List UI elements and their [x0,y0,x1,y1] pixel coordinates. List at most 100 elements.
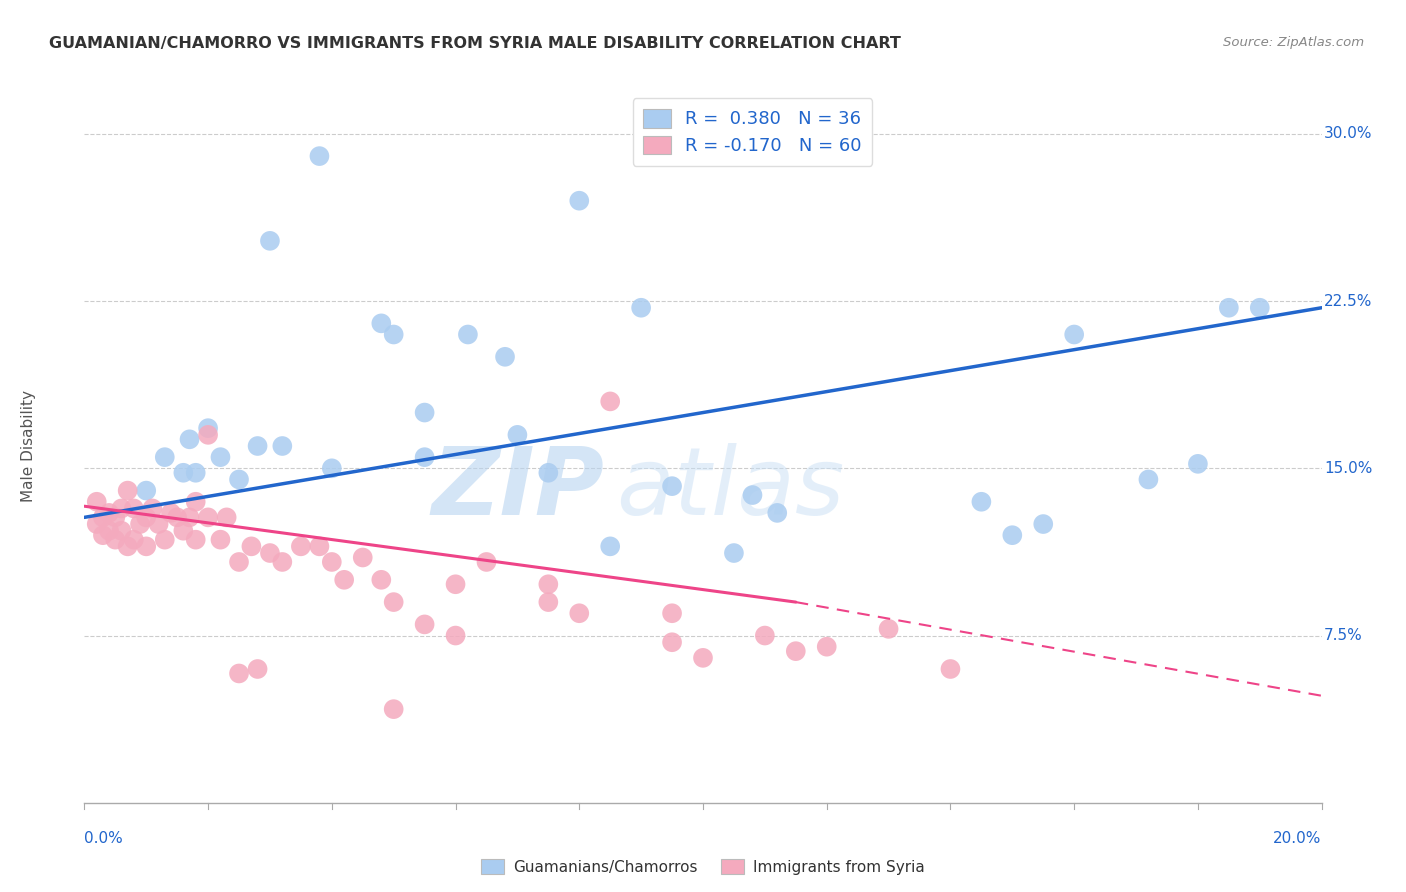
Point [153,533,176,547]
Point [444,628,467,642]
Point [939,662,962,676]
Point [179,510,201,524]
Point [271,439,294,453]
Point [370,573,392,587]
Point [246,439,269,453]
Point [568,194,591,208]
Point [723,546,745,560]
Point [382,327,405,342]
Point [104,533,127,547]
Point [413,450,436,465]
Legend: Guamanians/Chamorros, Immigrants from Syria: Guamanians/Chamorros, Immigrants from Sy… [475,853,931,880]
Point [135,483,157,498]
Point [135,510,157,524]
Point [197,421,219,435]
Point [370,317,392,331]
Point [98,506,121,520]
Point [537,595,560,609]
Point [333,573,356,587]
Point [117,539,139,553]
Point [599,394,621,409]
Point [246,662,269,676]
Point [209,533,232,547]
Point [184,466,207,480]
Point [599,539,621,553]
Point [259,546,281,560]
Point [271,555,294,569]
Point [321,555,343,569]
Point [86,494,108,508]
Point [382,595,405,609]
Text: 0.0%: 0.0% [84,831,124,847]
Point [1137,473,1160,487]
Point [141,501,163,516]
Point [1218,301,1240,315]
Point [228,555,250,569]
Point [228,473,250,487]
Point [877,622,900,636]
Text: 15.0%: 15.0% [1324,461,1372,475]
Point [86,517,108,532]
Point [135,539,157,553]
Point [122,533,145,547]
Point [321,461,343,475]
Point [110,524,132,538]
Point [630,301,652,315]
Point [785,644,807,658]
Point [110,501,132,516]
Point [568,607,591,621]
Point [413,405,436,420]
Point [153,450,176,465]
Point [98,524,121,538]
Point [148,517,170,532]
Point [215,510,238,524]
Point [91,510,114,524]
Point [537,577,560,591]
Point [172,524,194,538]
Text: 20.0%: 20.0% [1274,831,1322,847]
Point [129,517,152,532]
Point [352,550,374,565]
Point [506,427,529,442]
Point [184,533,207,547]
Point [766,506,789,520]
Point [1249,301,1271,315]
Point [290,539,312,553]
Point [494,350,516,364]
Point [117,483,139,498]
Text: GUAMANIAN/CHAMORRO VS IMMIGRANTS FROM SYRIA MALE DISABILITY CORRELATION CHART: GUAMANIAN/CHAMORRO VS IMMIGRANTS FROM SY… [49,36,901,51]
Point [754,628,776,642]
Point [308,149,330,163]
Text: Male Disability: Male Disability [21,390,37,502]
Point [209,450,232,465]
Point [537,466,560,480]
Point [166,510,188,524]
Text: ZIP: ZIP [432,442,605,535]
Point [228,666,250,681]
Point [197,510,219,524]
Text: Source: ZipAtlas.com: Source: ZipAtlas.com [1223,36,1364,49]
Text: atlas: atlas [616,443,845,534]
Point [457,327,479,342]
Point [661,635,683,649]
Point [122,501,145,516]
Point [661,479,683,493]
Point [661,607,683,621]
Point [444,577,467,591]
Point [91,528,114,542]
Text: 22.5%: 22.5% [1324,293,1372,309]
Text: 7.5%: 7.5% [1324,628,1362,643]
Point [475,555,498,569]
Point [197,427,219,442]
Point [970,494,993,508]
Text: 30.0%: 30.0% [1324,127,1372,141]
Point [741,488,763,502]
Point [1187,457,1209,471]
Point [160,506,183,520]
Point [382,702,405,716]
Point [1063,327,1085,342]
Point [240,539,263,553]
Point [179,433,201,447]
Point [413,617,436,632]
Point [1032,517,1054,532]
